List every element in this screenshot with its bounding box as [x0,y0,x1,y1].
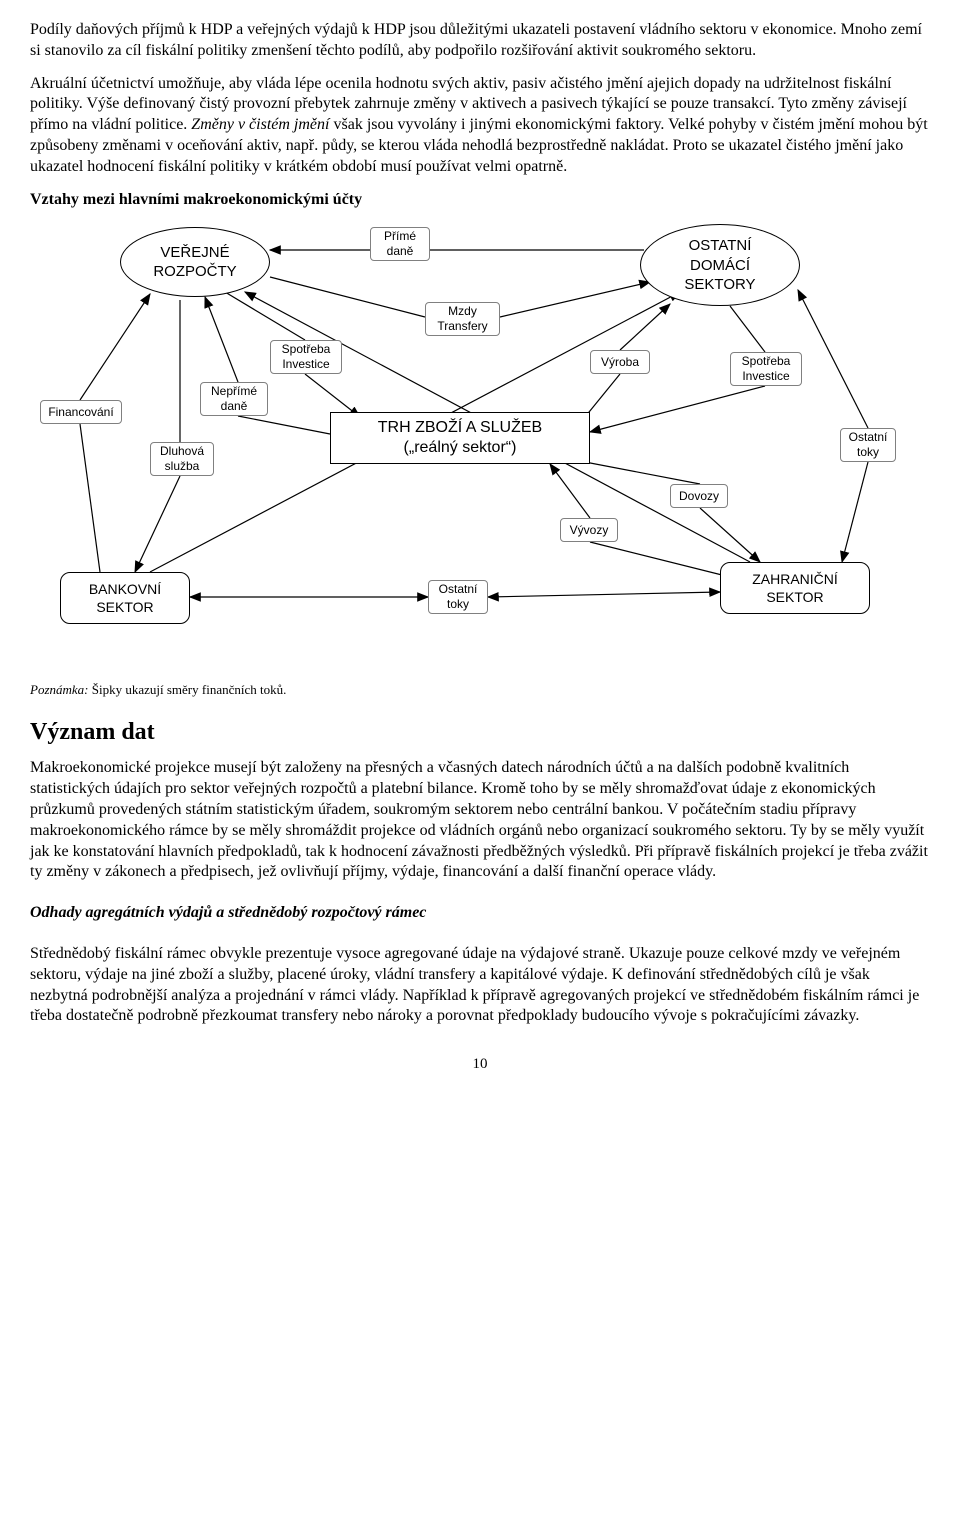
paragraph: Podíly daňových příjmů k HDP a veřejných… [30,20,930,62]
diagram-node-vyroba: Výroba [590,350,650,374]
section-heading: Význam dat [30,717,930,748]
diagram-node-trh: TRH ZBOŽÍ A SLUŽEB („reálný sektor“) [330,412,590,464]
diagram-note: Poznámka: Šipky ukazují směry finančních… [30,682,930,699]
diagram-node-dluhova: Dluhová služba [150,442,214,476]
section-subheading: Odhady agregátních výdajů a střednědobý … [30,903,930,924]
diagram-node-bankovni: BANKOVNÍ SEKTOR [60,572,190,624]
note-text: Šipky ukazují směry finančních toků. [92,682,287,697]
diagram-node-financ: Financování [40,400,122,424]
diagram-node-mzdy: Mzdy Transfery [425,302,500,336]
diagram-node-vyvozy: Vývozy [560,518,618,542]
diagram-node-dovozy: Dovozy [670,484,728,508]
diagram-node-ostoky2: Ostatní toky [840,428,896,462]
paragraph: Makroekonomické projekce musejí být zalo… [30,758,930,883]
page-number: 10 [30,1055,930,1075]
text-italic: Změny v čistém jmění [191,116,329,133]
diagram-node-spotreba1: Spotřeba Investice [270,340,342,374]
diagram-node-neprime: Nepřímé daně [200,382,268,416]
diagram-node-zahranicni: ZAHRANIČNÍ SEKTOR [720,562,870,614]
diagram-node-spotreba2: Spotřeba Investice [730,352,802,386]
note-label: Poznámka: [30,682,89,697]
paragraph: Střednědobý fiskální rámec obvykle preze… [30,944,930,1027]
macro-accounts-diagram: VEŘEJNÉ ROZPOČTY OSTATNÍ DOMÁCÍ SEKTORY TR… [30,222,900,652]
section-subheading: Vztahy mezi hlavními makroekonomickými ú… [30,190,930,211]
diagram-node-prime: Přímé daně [370,227,430,261]
diagram-node-ostoky1: Ostatní toky [428,580,488,614]
paragraph: Akruální účetnictví umožňuje, aby vláda … [30,74,930,178]
diagram-node-verejne: VEŘEJNÉ ROZPOČTY [120,227,270,297]
diagram-node-ostatni: OSTATNÍ DOMÁCÍ SEKTORY [640,224,800,306]
